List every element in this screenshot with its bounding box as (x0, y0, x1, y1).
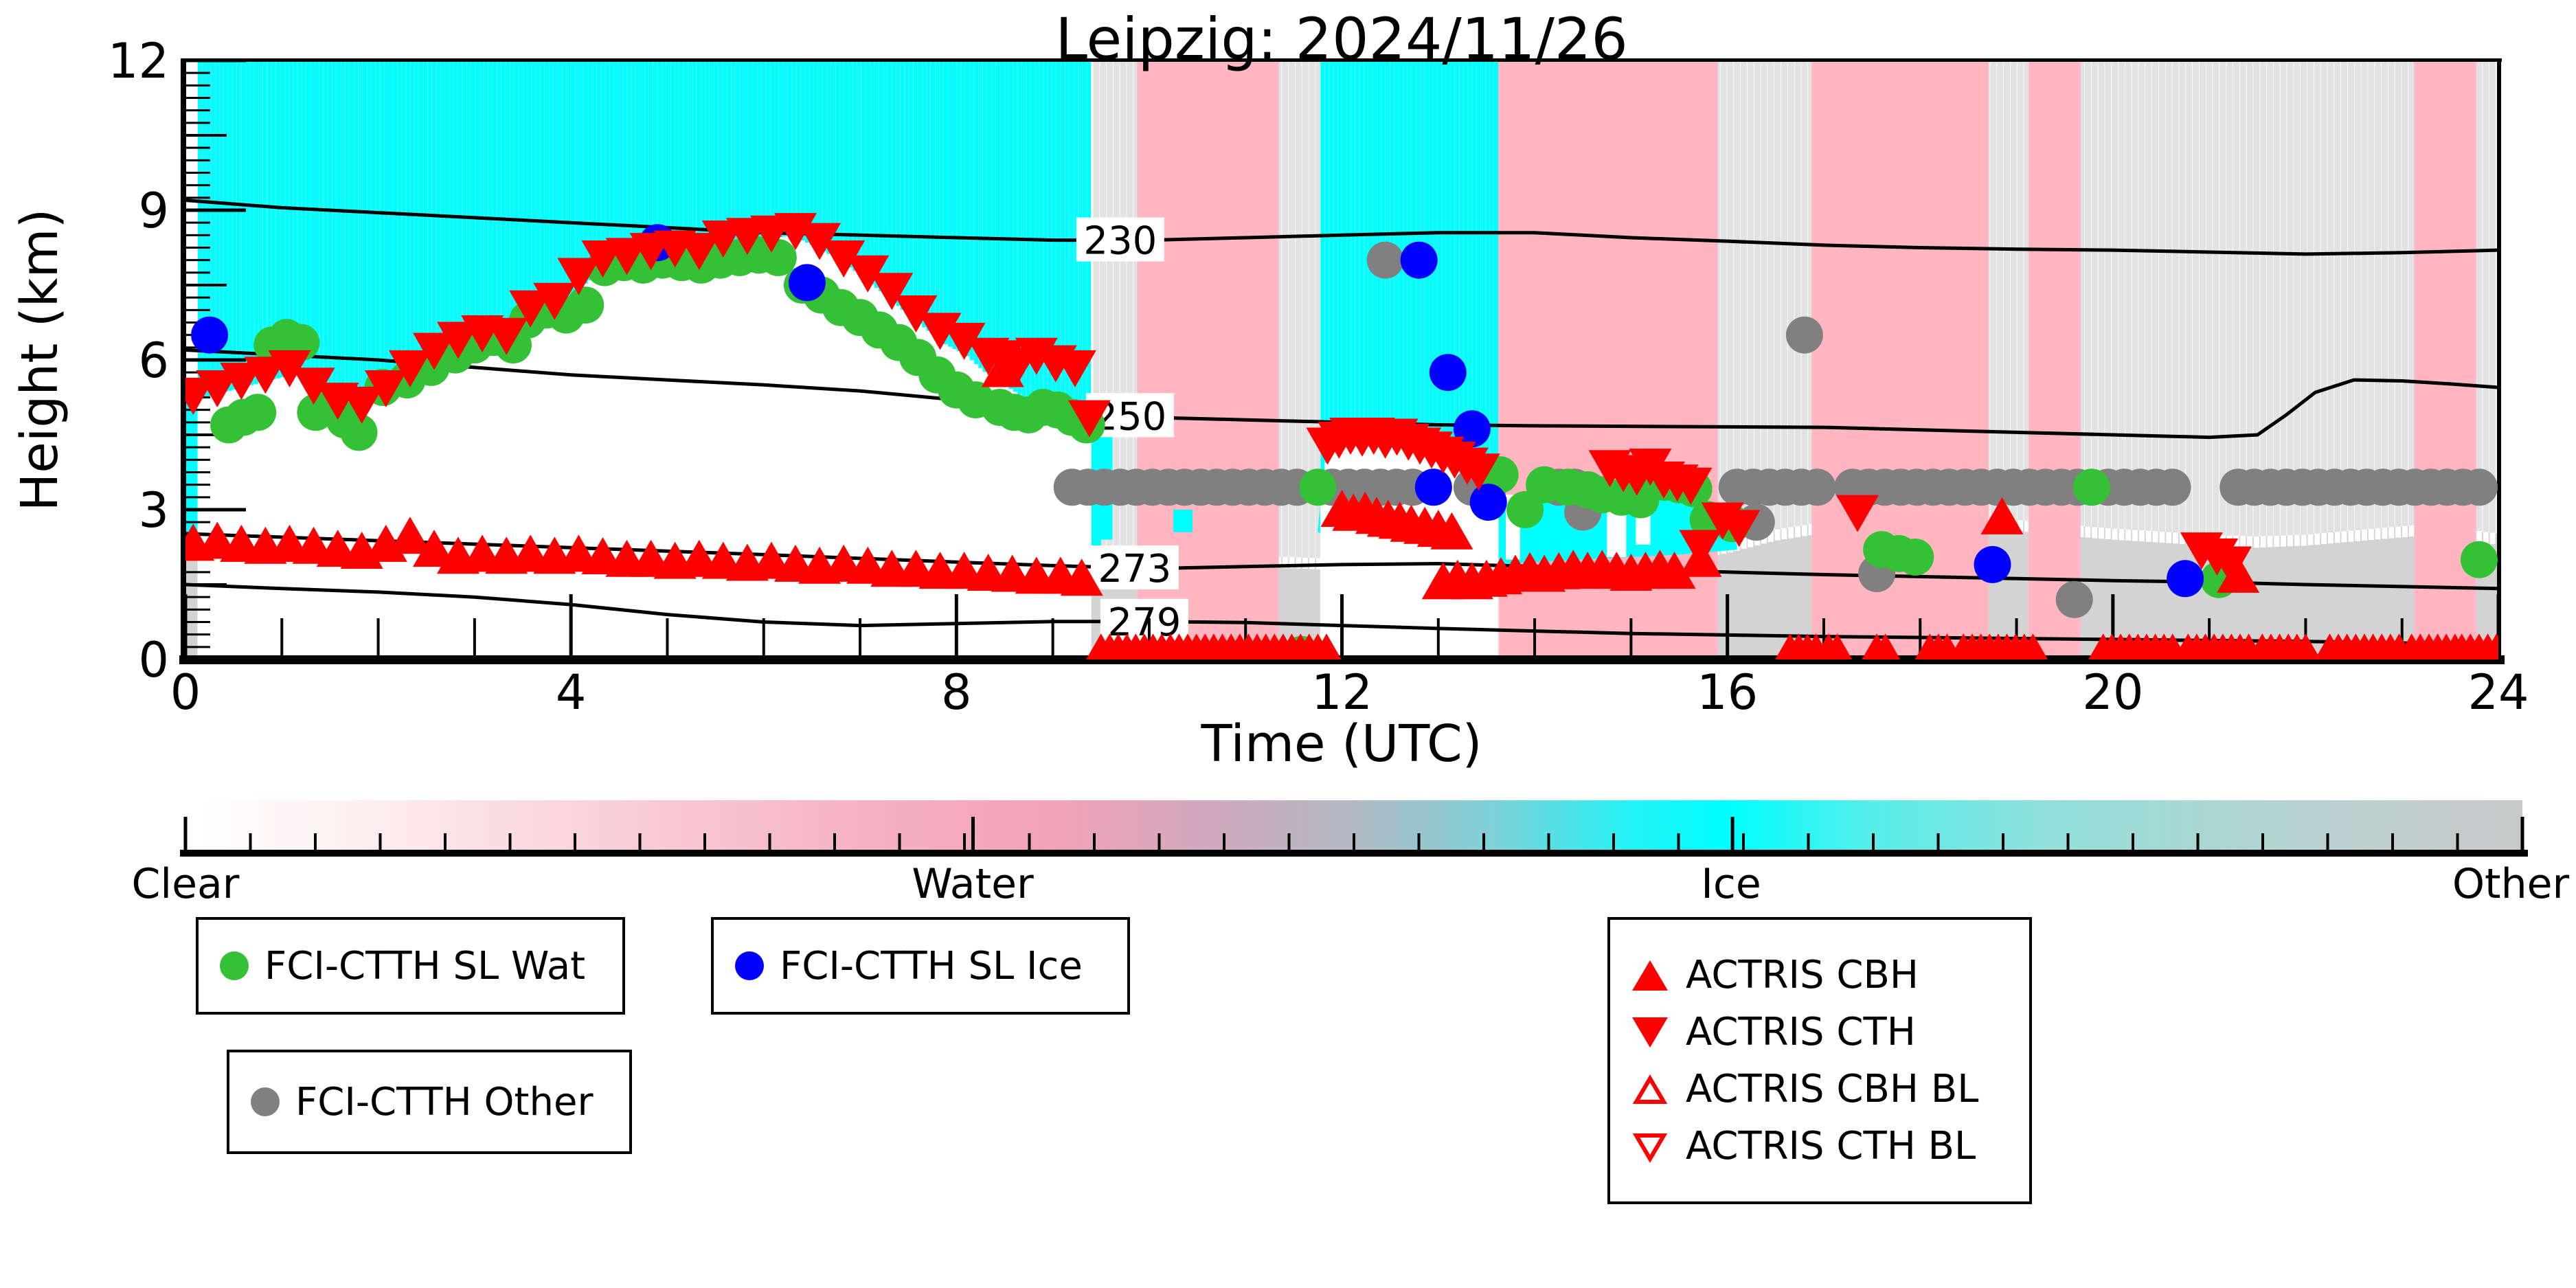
colorbar-label-clear: Clear (131, 860, 240, 908)
legend-actris-cbh-label: ACTRIS CBH (1686, 953, 1919, 997)
svg-text:0: 0 (170, 664, 201, 721)
legend-fci-ice: FCI-CTTH SL Ice (711, 917, 1130, 1015)
svg-text:8: 8 (941, 664, 972, 721)
colorbar-label-water: Water (912, 860, 1034, 908)
svg-text:9: 9 (138, 183, 169, 239)
legend-actris-cth-bl: ACTRIS CTH BL (1628, 1124, 1976, 1168)
legend-actris-cth-bl-label: ACTRIS CTH BL (1686, 1124, 1976, 1168)
triangle-down-open-icon (1632, 1133, 1668, 1163)
triangle-up-open-icon (1632, 1074, 1668, 1104)
svg-text:4: 4 (556, 664, 587, 721)
svg-text:12: 12 (108, 33, 169, 89)
legend-actris-cth: ACTRIS CTH (1628, 1010, 1916, 1054)
colorbar-layer (180, 800, 2528, 857)
legend-fci-wat: FCI-CTTH SL Wat (196, 917, 625, 1015)
legend-actris-cbh-bl: ACTRIS CBH BL (1628, 1067, 1978, 1111)
legend-actris-cth-label: ACTRIS CTH (1686, 1010, 1916, 1054)
legend-fci-other: FCI-CTTH Other (227, 1050, 632, 1154)
svg-text:12: 12 (1311, 664, 1372, 721)
svg-text:273: 273 (1098, 547, 1171, 591)
legend-fci-wat-label: FCI-CTTH SL Wat (264, 943, 586, 988)
legend-fci-ice-label: FCI-CTTH SL Ice (780, 943, 1083, 988)
svg-text:3: 3 (138, 482, 169, 539)
svg-text:20: 20 (2082, 664, 2143, 721)
ice-dot-icon (735, 951, 764, 980)
x-axis-label: Time (UTC) (1201, 714, 1482, 773)
colorbar-label-other: Other (2452, 860, 2570, 908)
markers-layer (185, 213, 2498, 659)
page-title: Leipzig: 2024/11/26 (1055, 5, 1628, 73)
svg-text:16: 16 (1697, 664, 1758, 721)
legend-actris-cbh: ACTRIS CBH (1628, 953, 1919, 997)
triangle-up-filled-icon (1632, 960, 1668, 991)
water-dot-icon (220, 951, 249, 980)
svg-text:24: 24 (2467, 664, 2529, 721)
svg-text:6: 6 (138, 332, 169, 389)
svg-text:0: 0 (138, 632, 169, 688)
legend-actris-cbh-bl-label: ACTRIS CBH BL (1686, 1067, 1979, 1111)
colorbar-label-ice: Ice (1701, 860, 1761, 908)
other-dot-icon (251, 1087, 280, 1116)
triangle-down-filled-icon (1632, 1017, 1668, 1048)
y-axis-label: Height (km) (10, 208, 69, 512)
svg-text:230: 230 (1083, 219, 1157, 264)
legend-actris: ACTRIS CBH ACTRIS CTH ACTRIS CBH BL ACTR… (1607, 917, 2032, 1204)
legend-fci-other-label: FCI-CTTH Other (295, 1079, 594, 1125)
